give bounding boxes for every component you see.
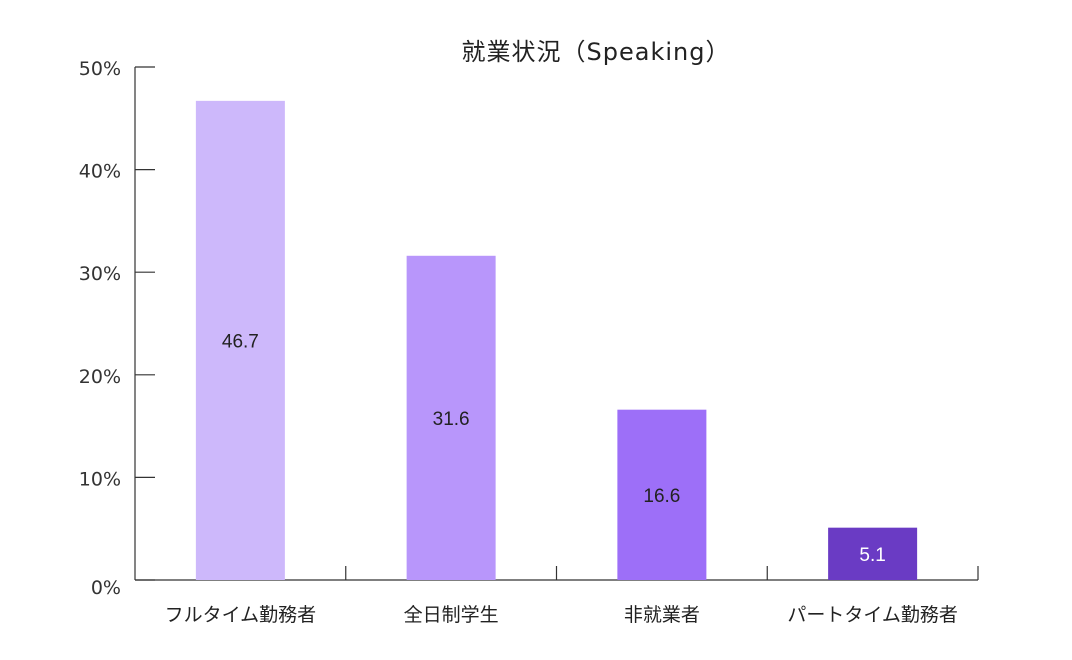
data-labels: 46.7 31.6 16.6 5.1 (222, 331, 886, 565)
category-labels: フルタイム勤務者 全日制学生 非就業者 パートタイム勤務者 (165, 604, 958, 626)
y-tick-label: 50% (79, 58, 121, 80)
bars (195, 100, 918, 580)
category-label: 全日制学生 (404, 604, 499, 626)
y-tick-label: 40% (79, 161, 121, 183)
data-label: 5.1 (859, 545, 885, 566)
data-label: 46.7 (222, 331, 259, 352)
category-label: パートタイム勤務者 (787, 604, 958, 626)
chart-title: 就業状況（Speaking） (462, 38, 731, 66)
y-tick-label: 20% (79, 366, 121, 388)
y-axis: 0% 10% 20% 30% 40% 50% (79, 58, 155, 599)
y-tick-label: 30% (79, 263, 121, 285)
category-label: 非就業者 (624, 604, 700, 626)
bar (617, 409, 707, 580)
data-label: 16.6 (643, 486, 680, 507)
bar (406, 255, 496, 580)
bar (195, 100, 285, 580)
category-label: フルタイム勤務者 (165, 604, 317, 626)
bar (828, 527, 918, 580)
data-label: 31.6 (433, 409, 470, 430)
y-tick-label: 0% (91, 577, 121, 599)
y-tick-label: 10% (79, 468, 121, 490)
